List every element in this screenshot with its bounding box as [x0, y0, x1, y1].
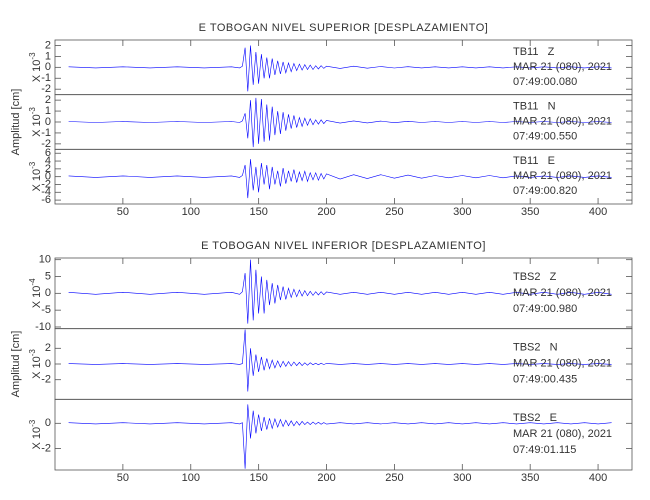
station-label: TBS2 Z	[513, 271, 557, 283]
x-tick-label: 50	[117, 206, 129, 218]
waveform	[68, 329, 612, 392]
y-axis-label: Amplitud [cm]	[10, 89, 22, 156]
y-tick-label: 0	[45, 61, 51, 73]
date-label: MAR 21 (080), 2021	[513, 428, 612, 440]
y-tick-label: 2	[45, 342, 51, 354]
scale-base: X 10	[31, 427, 43, 450]
y-tick-label: -2	[41, 83, 51, 95]
waveform	[68, 404, 612, 469]
scale-base: X 10	[31, 356, 43, 379]
y-tick-label: -6	[41, 194, 51, 206]
station-label: TB11 N	[513, 101, 556, 113]
y-tick-label: 1	[45, 50, 51, 62]
scale-base: X 10	[31, 286, 43, 309]
y-tick-label: -10	[35, 321, 51, 333]
y-axis-label: Amplitud [cm]	[10, 331, 22, 398]
y-tick-label: -2	[41, 138, 51, 150]
x-tick-label: 300	[453, 206, 471, 218]
scale-label: X 10-3	[28, 52, 43, 82]
y-tick-label: 4	[45, 155, 51, 167]
y-tick-label: 1	[45, 105, 51, 117]
panel-frame	[54, 398, 633, 471]
time-label: 07:49:00.980	[513, 303, 577, 315]
scale-exponent: -3	[28, 161, 37, 169]
scale-label: X 10-3	[28, 161, 43, 191]
station-label: TBS2 E	[513, 412, 557, 424]
chart-title: E TOBOGAN NIVEL INFERIOR [DESPLAZAMIENTO…	[201, 240, 486, 252]
scale-exponent: -3	[28, 419, 37, 427]
waveform	[68, 45, 612, 92]
station-label: TBS2 N	[513, 342, 558, 354]
time-label: 07:49:01.115	[513, 444, 576, 456]
y-tick-label: -1	[41, 127, 51, 139]
x-tick-label: 150	[249, 472, 267, 484]
time-label: 07:49:00.080	[513, 76, 577, 88]
scale-label: X 10-4	[28, 278, 43, 308]
y-tick-label: -1	[41, 72, 51, 84]
x-tick-label: 250	[385, 472, 403, 484]
y-tick-label: -2	[41, 374, 51, 386]
y-tick-label: 0	[45, 171, 51, 183]
y-tick-label: 0	[45, 417, 51, 429]
date-label: MAR 21 (080), 2021	[513, 116, 612, 128]
date-label: MAR 21 (080), 2021	[513, 287, 612, 299]
y-tick-label: 2	[45, 94, 51, 106]
time-label: 07:49:00.820	[513, 185, 577, 197]
y-tick-label: 10	[39, 254, 51, 266]
chart-title: E TOBOGAN NIVEL SUPERIOR [DESPLAZAMIENTO…	[199, 22, 489, 34]
y-tick-label: 0	[45, 116, 51, 128]
scale-label: X 10-3	[28, 349, 43, 379]
scale-exponent: -3	[28, 349, 37, 357]
y-tick-label: 2	[45, 163, 51, 175]
date-label: MAR 21 (080), 2021	[513, 170, 612, 182]
x-tick-label: 50	[117, 472, 129, 484]
y-tick-label: -4	[41, 186, 51, 198]
x-tick-label: 100	[182, 472, 200, 484]
time-label: 07:49:00.550	[513, 131, 577, 143]
y-tick-label: 2	[45, 39, 51, 51]
y-tick-label: 6	[45, 147, 51, 159]
scale-exponent: -3	[28, 107, 37, 115]
waveform	[68, 159, 612, 199]
x-tick-label: 350	[521, 206, 539, 218]
scale-label: X 10-3	[28, 107, 43, 137]
scale-base: X 10	[31, 60, 43, 83]
x-tick-label: 200	[317, 206, 335, 218]
x-tick-label: 200	[317, 472, 335, 484]
station-label: TB11 Z	[513, 46, 555, 58]
scale-exponent: -3	[28, 52, 37, 60]
time-label: 07:49:00.435	[513, 374, 577, 386]
x-tick-label: 250	[385, 206, 403, 218]
x-tick-label: 100	[182, 206, 200, 218]
y-tick-label: 0	[45, 358, 51, 370]
x-tick-label: 350	[521, 472, 539, 484]
y-tick-label: -5	[41, 304, 51, 316]
y-tick-label: 0	[45, 287, 51, 299]
scale-base: X 10	[31, 114, 43, 137]
waveform	[68, 259, 612, 324]
x-tick-label: 300	[453, 472, 471, 484]
scale-base: X 10	[31, 169, 43, 192]
y-tick-label: -2	[41, 178, 51, 190]
y-tick-label: -2	[41, 442, 51, 454]
x-tick-label: 400	[589, 472, 607, 484]
date-label: MAR 21 (080), 2021	[513, 61, 612, 73]
station-label: TB11 E	[513, 155, 555, 167]
y-tick-label: 5	[45, 270, 51, 282]
x-tick-label: 400	[589, 206, 607, 218]
scale-exponent: -4	[28, 278, 37, 286]
waveform	[68, 97, 612, 148]
date-label: MAR 21 (080), 2021	[513, 358, 612, 370]
scale-label: X 10-3	[28, 419, 43, 449]
x-tick-label: 150	[249, 206, 267, 218]
